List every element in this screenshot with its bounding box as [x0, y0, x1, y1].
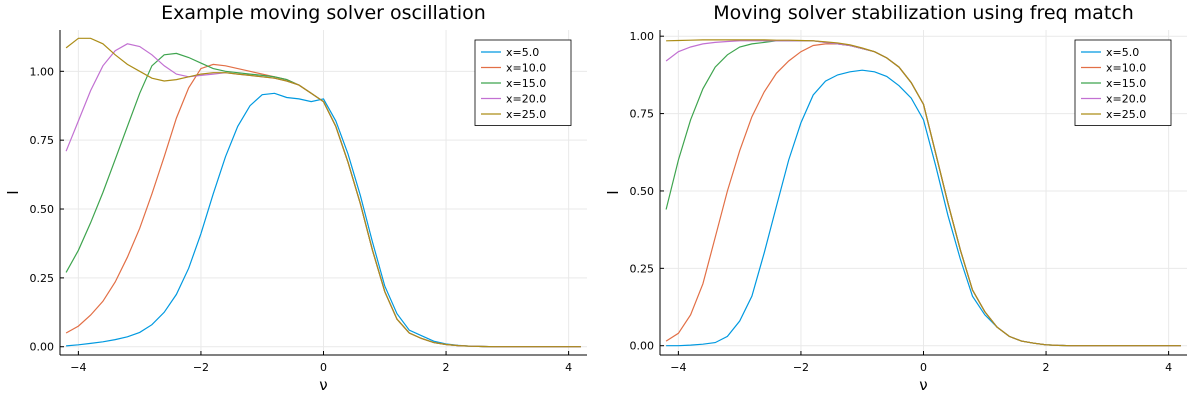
- x-tick-label: 0: [320, 361, 327, 374]
- x-tick-label: −4: [670, 361, 686, 374]
- series-line-5: [65, 37, 581, 348]
- chart-title: Example moving solver oscillation: [161, 2, 486, 24]
- y-tick-label: 0.25: [630, 262, 655, 275]
- right-plot-panel: −4 −2 0 2 4 0.00 0.25 0.50 0.75 1.00 Moving solver…: [604, 2, 1187, 394]
- legend-label: x=20.0: [1106, 93, 1146, 106]
- y-tick-label: 0.00: [630, 340, 655, 353]
- legend-label: x=25.0: [1106, 108, 1146, 121]
- legend-label: x=15.0: [1106, 77, 1146, 90]
- legend-label: x=10.0: [1106, 62, 1146, 75]
- x-tick-label: 4: [1165, 361, 1172, 374]
- left-plot-panel: −4 −2 0 2 4 0.00 0.25 0.50 0.75 1.00 Example movin…: [4, 2, 587, 394]
- y-tick-label: 0.50: [630, 185, 655, 198]
- legend-label: x=20.0: [506, 93, 546, 106]
- y-tick-label: 1.00: [30, 65, 55, 78]
- legend-label: x=5.0: [506, 46, 539, 59]
- x-tick-label: 0: [920, 361, 927, 374]
- x-axis-label: ν: [919, 376, 927, 394]
- y-tick-label: 0.50: [30, 203, 55, 216]
- x-tick-label: 2: [443, 361, 450, 374]
- legend-label: x=10.0: [506, 62, 546, 75]
- y-tick-label: 0.00: [30, 341, 55, 354]
- y-tick-label: 0.25: [30, 272, 55, 285]
- y-axis-label: I: [4, 190, 22, 194]
- y-tick-label: 1.00: [630, 30, 655, 43]
- legend-label: x=15.0: [506, 77, 546, 90]
- x-axis-label: ν: [319, 376, 327, 394]
- x-tick-label: −4: [70, 361, 86, 374]
- x-tick-label: −2: [193, 361, 209, 374]
- legend-label: x=25.0: [506, 108, 546, 121]
- x-tick-label: −2: [793, 361, 809, 374]
- y-axis-label: I: [604, 190, 622, 194]
- legend-label: x=5.0: [1106, 46, 1139, 59]
- x-tick-label: 4: [565, 361, 572, 374]
- x-tick-label: 2: [1043, 361, 1050, 374]
- chart-title: Moving solver stabilization using freq m…: [713, 2, 1134, 24]
- y-tick-label: 0.75: [30, 134, 55, 147]
- y-tick-label: 0.75: [630, 108, 655, 121]
- series-line-5: [666, 39, 1181, 347]
